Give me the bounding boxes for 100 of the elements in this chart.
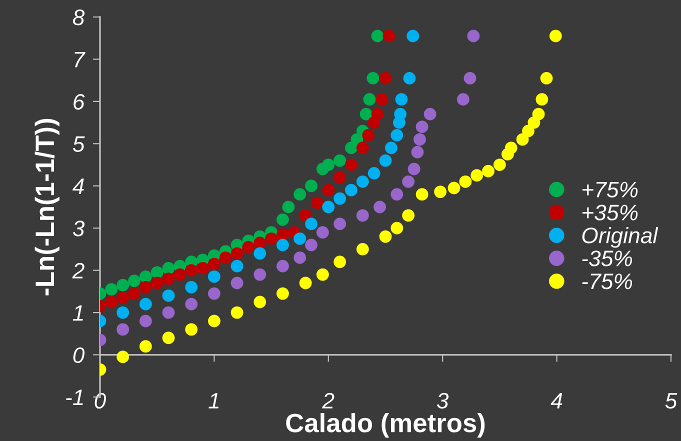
point [334,218,346,230]
point [139,314,152,328]
y-tick-label: 2 [72,262,84,278]
point [345,142,358,154]
point [276,260,289,272]
point [208,270,220,283]
point [356,175,369,188]
point [128,274,140,288]
point [276,228,289,241]
x-tick-label: 2 [322,392,334,408]
point [310,196,324,209]
legend-label: +75% [582,182,638,198]
y-tick-label: 0 [73,347,85,364]
point [254,236,266,250]
point [376,93,388,106]
point [394,108,407,120]
point [230,306,244,319]
point [276,213,289,226]
point [105,283,118,296]
y-tick-label: -1 [66,390,83,406]
point [305,180,318,192]
point [208,314,220,328]
point [196,262,209,274]
point [276,238,289,252]
point [305,218,318,230]
point [230,260,244,272]
point [242,240,255,254]
point [139,340,152,353]
y-tick-label: 5 [72,136,85,152]
point [334,256,346,268]
y-axis-title: -Ln(-Ln(1-1/T)) [34,118,60,296]
point [368,167,380,180]
point [322,200,335,214]
point [416,188,428,201]
point [230,276,244,290]
point [162,272,175,285]
point [532,108,545,120]
point [464,72,476,84]
point [116,323,130,336]
point [549,30,562,42]
point [116,306,130,319]
x-tick-label: 3 [436,392,449,409]
point [356,243,369,256]
point [208,258,220,270]
point [536,93,548,106]
point [356,142,369,154]
point [334,171,346,184]
point [379,154,392,167]
point [345,158,358,171]
point [254,247,266,260]
point [294,188,306,201]
point [362,129,375,142]
y-tick-label: 6 [74,94,85,110]
y-tick-label: 4 [72,178,84,194]
legend-label: -35% [582,250,632,266]
point [402,175,415,188]
point [456,93,470,106]
point [208,287,220,300]
y-tick-label: 1 [72,305,83,321]
legend-label: +35% [582,204,638,220]
point [294,232,306,245]
point [150,276,164,290]
point [162,306,175,319]
y-tick-label: 3 [72,220,85,236]
point [406,30,420,42]
point [265,232,278,245]
x-tick-label: 4 [550,393,562,408]
point [363,93,376,106]
point [482,164,494,178]
point [459,175,472,188]
point [334,154,346,167]
point [434,186,447,198]
point [540,72,553,84]
point [504,142,518,154]
x-tick-label: 1 [208,393,219,408]
point [162,289,175,302]
point [395,93,408,106]
point [371,108,384,120]
point [294,251,306,264]
point [416,120,428,133]
point [360,108,372,120]
point [470,169,484,182]
point [322,184,335,196]
point [299,276,312,290]
y-tick-label: 8 [72,10,85,26]
y-tick-label: 7 [74,52,86,68]
point [116,278,130,292]
x-axis-title: Calado (metros) [286,412,485,438]
point [174,268,186,281]
point [282,200,295,214]
point [116,292,130,304]
point [379,230,392,243]
point [371,30,384,42]
point [185,264,198,277]
point [374,200,386,214]
point [403,72,416,84]
point [128,287,140,300]
point [150,266,164,279]
point [424,108,436,120]
point [414,133,426,146]
